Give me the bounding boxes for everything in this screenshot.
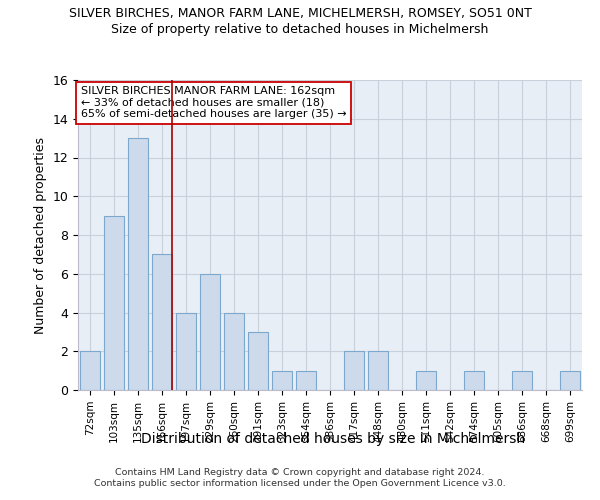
Bar [104,216,124,390]
Bar [416,370,436,390]
Y-axis label: Number of detached properties: Number of detached properties [34,136,47,334]
Bar [152,254,172,390]
Text: Size of property relative to detached houses in Michelmersh: Size of property relative to detached ho… [112,22,488,36]
Bar [128,138,148,390]
Bar [512,370,532,390]
Bar [344,351,364,390]
Bar [272,370,292,390]
Bar [368,351,388,390]
Bar [224,312,244,390]
Bar [200,274,220,390]
Text: SILVER BIRCHES, MANOR FARM LANE, MICHELMERSH, ROMSEY, SO51 0NT: SILVER BIRCHES, MANOR FARM LANE, MICHELM… [68,8,532,20]
Bar [80,351,100,390]
Bar [176,312,196,390]
Bar [464,370,484,390]
Bar [560,370,580,390]
Text: Distribution of detached houses by size in Michelmersh: Distribution of detached houses by size … [141,432,525,446]
Bar [248,332,268,390]
Bar [296,370,316,390]
Text: SILVER BIRCHES MANOR FARM LANE: 162sqm
← 33% of detached houses are smaller (18): SILVER BIRCHES MANOR FARM LANE: 162sqm ←… [80,86,346,120]
Text: Contains HM Land Registry data © Crown copyright and database right 2024.
Contai: Contains HM Land Registry data © Crown c… [94,468,506,487]
